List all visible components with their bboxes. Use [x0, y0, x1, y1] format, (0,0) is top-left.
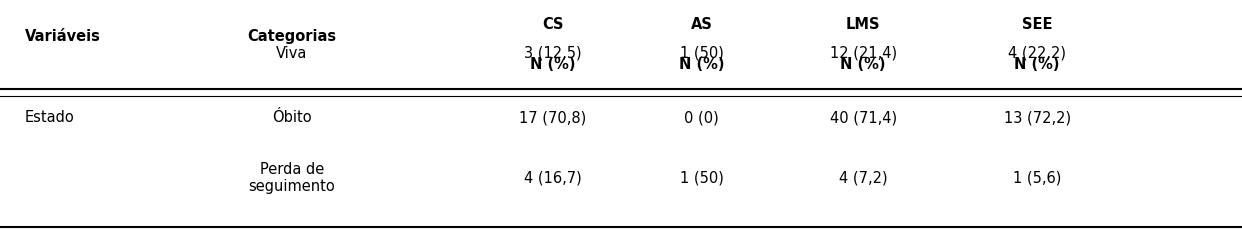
Text: Perda de
seguimento: Perda de seguimento	[248, 162, 335, 194]
Text: N (%): N (%)	[679, 57, 724, 72]
Text: 0 (0): 0 (0)	[684, 110, 719, 126]
Text: Óbito: Óbito	[272, 110, 312, 126]
Text: LMS: LMS	[846, 17, 881, 32]
Text: Viva: Viva	[276, 46, 308, 61]
Text: 13 (72,2): 13 (72,2)	[1004, 110, 1071, 126]
Text: N (%): N (%)	[1015, 57, 1059, 72]
Text: Variáveis: Variáveis	[25, 29, 101, 44]
Text: 12 (21,4): 12 (21,4)	[830, 46, 897, 61]
Text: 3 (12,5): 3 (12,5)	[524, 46, 581, 61]
Text: SEE: SEE	[1022, 17, 1052, 32]
Text: Categorias: Categorias	[247, 29, 337, 44]
Text: AS: AS	[691, 17, 713, 32]
Text: 17 (70,8): 17 (70,8)	[519, 110, 586, 126]
Text: 4 (22,2): 4 (22,2)	[1009, 46, 1066, 61]
Text: Estado: Estado	[25, 110, 75, 126]
Text: N (%): N (%)	[530, 57, 575, 72]
Text: 1 (50): 1 (50)	[679, 46, 724, 61]
Text: N (%): N (%)	[841, 57, 886, 72]
Text: CS: CS	[542, 17, 564, 32]
Text: 1 (50): 1 (50)	[679, 171, 724, 186]
Text: 4 (7,2): 4 (7,2)	[838, 171, 888, 186]
Text: 40 (71,4): 40 (71,4)	[830, 110, 897, 126]
Text: 1 (5,6): 1 (5,6)	[1013, 171, 1061, 186]
Text: 4 (16,7): 4 (16,7)	[524, 171, 581, 186]
